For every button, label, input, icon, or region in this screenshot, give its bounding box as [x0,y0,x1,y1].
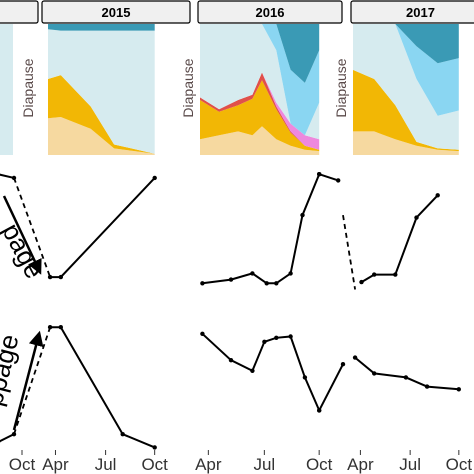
data-point [200,331,205,336]
series-line [318,173,339,182]
data-point [228,358,234,363]
arrow-label-middle: page [0,218,50,283]
x-tick-label: Oct [141,455,168,474]
bottom-line-row [0,325,461,450]
data-point [403,375,409,380]
data-point [58,325,63,330]
diapause-label: Diapause [20,58,36,117]
stacked-area-row [0,24,459,155]
strip-year-label: 2017 [406,5,435,20]
series-line [202,173,321,285]
area-layer [353,131,459,155]
data-point [300,212,305,218]
data-point [317,408,322,413]
x-axis-ticks: Apr Jul Oct Apr Jul Oct Apr Jul Oct Oct [9,450,473,474]
data-point [340,362,346,367]
data-point [393,272,398,277]
area-layer [48,75,155,154]
diapause-gap-line [13,326,51,435]
data-point [250,271,255,276]
data-point [352,355,358,360]
up-arrow [12,330,44,431]
diapause-labels: Diapause Diapause Diapause [20,58,349,117]
data-point [317,172,322,177]
data-point [120,432,125,437]
data-point [372,272,377,277]
left-area-remnant [0,24,13,155]
data-point [200,281,205,286]
area-layer [200,24,320,83]
area-layer [200,80,320,152]
year-strips: 2015 2016 2017 [0,0,474,24]
diapause-label: Diapause [180,58,196,117]
data-point [274,335,279,340]
strip-box [41,0,191,24]
area-layer [200,126,320,155]
area-layer [200,24,320,140]
data-point [336,178,341,183]
area-layer [200,72,320,150]
series-line [201,333,321,411]
data-point [262,339,267,344]
series-line [50,326,156,449]
area-layer [200,72,320,150]
middle-line-row [0,172,440,290]
x-tick-label: Apr [195,455,222,474]
series-line [318,363,344,411]
x-tick-label: Apr [42,455,69,474]
data-point [47,274,53,280]
left-series-line [0,433,15,443]
x-tick-label: Apr [347,455,374,474]
x-tick-label: Oct [9,455,36,474]
x-tick-label: Jul [95,455,117,474]
strip-year-label: 2016 [256,5,285,20]
area-layer [48,117,155,155]
data-point [414,215,419,220]
x-tick-label: Oct [446,455,473,474]
x-tick-label: Jul [253,455,275,474]
direction-arrows: page ppage [0,195,50,431]
data-point [152,445,157,450]
strip-year-label: 2015 [102,5,131,20]
strip-box [197,0,343,24]
area-layer [200,24,320,136]
data-point [274,281,279,286]
area-layer [48,24,155,31]
area-layer [353,24,459,64]
series-line [50,177,156,279]
x-tick-label: Oct [306,455,333,474]
data-point [372,371,377,376]
data-point [435,193,440,198]
data-point [424,384,430,389]
strip-box [0,0,39,24]
data-point [359,279,364,285]
diapause-gap-line [342,214,357,290]
area-layer [353,69,459,152]
data-point [288,334,293,339]
data-point [302,375,308,380]
area-layer [48,29,155,154]
data-point [228,277,234,282]
left-series-line [0,173,15,179]
diapause-label: Diapause [333,58,349,117]
data-point [58,274,63,280]
area-layer [353,24,459,150]
data-point [264,281,269,286]
data-point [152,175,157,181]
series-line [354,356,459,391]
data-point [250,368,255,373]
series-line [360,194,439,283]
x-tick-label: Jul [399,455,421,474]
down-arrow [2,195,42,275]
arrow-label-bottom: ppage [0,331,25,408]
area-layer [353,24,459,116]
data-point [456,387,461,392]
data-point [288,271,293,276]
strip-box [350,0,474,24]
